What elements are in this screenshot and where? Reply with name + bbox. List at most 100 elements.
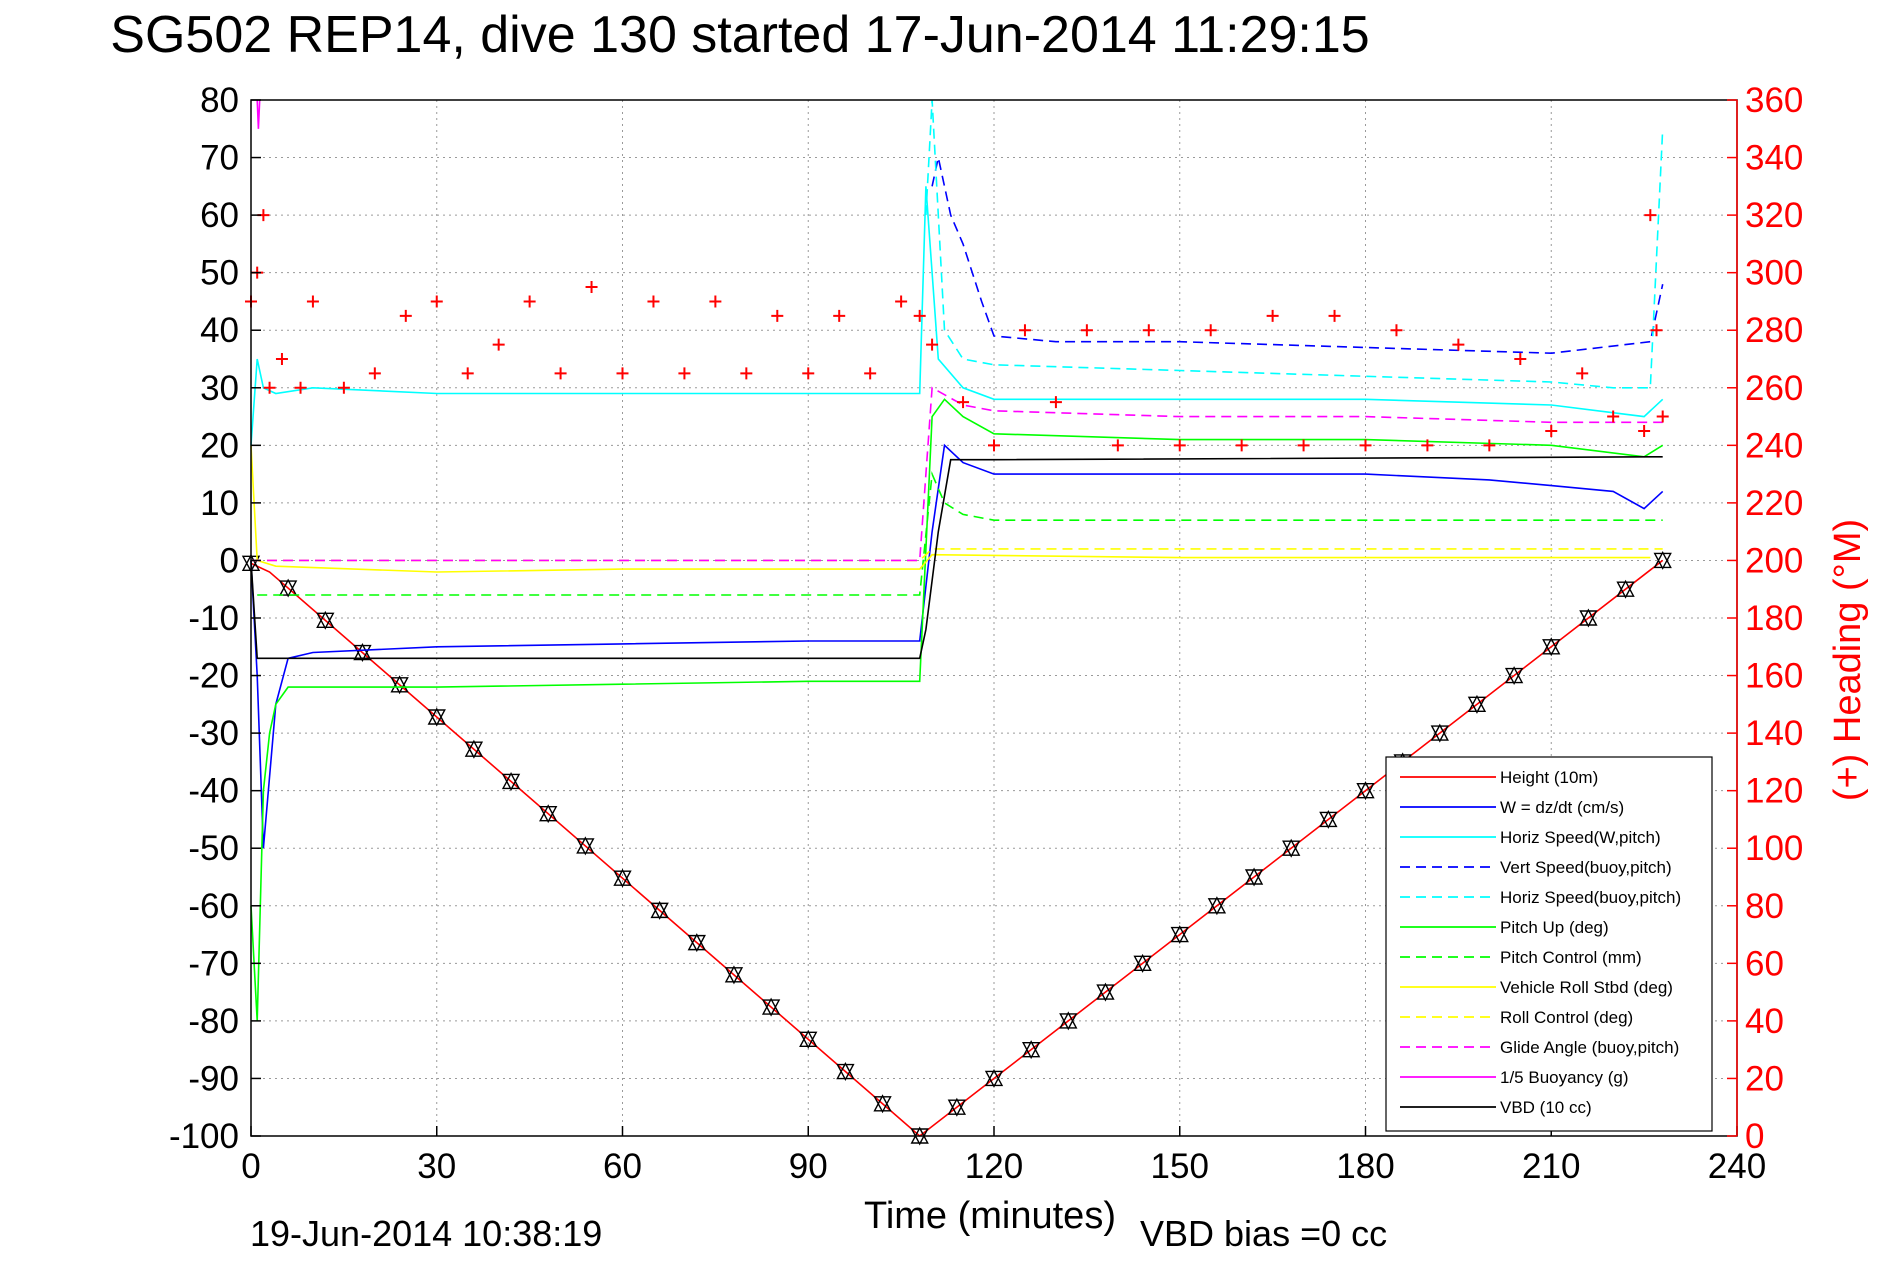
series-11: [250, 455, 1663, 660]
series-line: [251, 386, 1663, 562]
series-7: [250, 445, 1651, 573]
series-line: [257, 470, 1663, 596]
y-tick-label-left: -50: [188, 829, 239, 868]
depth-marker: [1504, 666, 1524, 686]
depth-marker: [1467, 694, 1487, 714]
y-tick-label-left: 60: [200, 196, 239, 235]
y-tick-label-right: 200: [1745, 541, 1803, 580]
heading-marker: [1607, 410, 1620, 423]
series-line: [250, 186, 1664, 446]
heading-marker: [1644, 209, 1657, 222]
heading-marker: [523, 295, 536, 308]
series-line: [931, 157, 1664, 355]
legend-entry: Glide Angle (buoy,pitch): [1500, 1038, 1679, 1057]
depth-marker: [1059, 1011, 1078, 1031]
heading-marker: [616, 367, 629, 380]
y-tick-label-right: 320: [1745, 196, 1803, 235]
depth-marker: [464, 739, 484, 759]
heading-marker: [585, 281, 598, 294]
legend-box: [1385, 756, 1713, 1132]
grid: [251, 100, 1737, 1136]
depth-marker: [984, 1068, 1004, 1088]
depth-marker: [1616, 579, 1635, 599]
depth-marker: [353, 643, 372, 663]
heading-marker: [1359, 439, 1372, 452]
x-tick-label: 150: [1151, 1147, 1209, 1186]
footer-vbd-bias: VBD bias =0 cc: [1140, 1213, 1387, 1254]
footer-timestamp: 19-Jun-2014 10:38:19: [250, 1213, 602, 1254]
heading-marker: [926, 338, 939, 351]
legend-entry: Vert Speed(buoy,pitch): [1500, 858, 1672, 877]
heading-marker: [1421, 439, 1434, 452]
y-tick-label-left: -20: [188, 657, 239, 696]
heading-marker: [1266, 309, 1279, 322]
heading-marker: [802, 367, 815, 380]
heading-marker: [1483, 439, 1496, 452]
depth-marker: [650, 900, 669, 920]
heading-marker: [399, 309, 412, 322]
legend-entry: Height (10m): [1500, 768, 1598, 787]
depth-marker: [1542, 637, 1561, 657]
heading-marker: [554, 367, 567, 380]
heading-marker: [1297, 439, 1310, 452]
heading-marker: [1390, 324, 1403, 337]
depth-marker: [613, 868, 632, 888]
y-tick-label-left: -70: [188, 944, 239, 983]
series-line: [250, 443, 1664, 849]
series-line: [250, 559, 1664, 1138]
depth-marker: [1133, 953, 1152, 973]
series-3: [931, 157, 1664, 355]
series-line: [256, 99, 261, 129]
y-tick-label-left: -60: [188, 887, 239, 926]
x-tick-label: 240: [1708, 1147, 1766, 1186]
depth-marker: [1207, 896, 1227, 916]
legend-entry: Pitch Up (deg): [1500, 918, 1609, 937]
y-tick-label-right: 220: [1745, 484, 1803, 523]
heading-marker: [1235, 439, 1248, 452]
y-tick-label-right: 40: [1745, 1002, 1784, 1041]
x-tick-label: 210: [1522, 1147, 1580, 1186]
heading-marker: [1142, 324, 1155, 337]
y-tick-label-right: 60: [1745, 944, 1784, 983]
heading-marker: [294, 381, 307, 394]
y-tick-label-left: 70: [200, 139, 239, 178]
depth-marker: [873, 1094, 892, 1114]
x-tick-label: 30: [417, 1147, 456, 1186]
y-tick-label-left: -90: [188, 1059, 239, 1098]
depth-marker: [1021, 1040, 1041, 1060]
heading-marker: [647, 295, 660, 308]
depth-marker: [390, 675, 409, 695]
heading-marker: [895, 295, 908, 308]
heading-marker: [1576, 367, 1589, 380]
depth-marker: [576, 836, 595, 856]
series-8: [251, 548, 1663, 562]
chart-title: SG502 REP14, dive 130 started 17-Jun-201…: [110, 6, 1369, 64]
y-tick-label-left: 50: [200, 254, 239, 293]
series-4: [925, 99, 1664, 389]
x-tick-label: 0: [241, 1147, 260, 1186]
y-tick-label-left: 20: [200, 426, 239, 465]
depth-marker: [1430, 723, 1449, 743]
depth-marker: [1170, 925, 1189, 945]
heading-marker: [492, 338, 505, 351]
depth-marker: [1244, 867, 1264, 887]
depth-marker: [1653, 550, 1672, 570]
heading-marker: [1049, 396, 1062, 409]
y-tick-label-right: 20: [1745, 1059, 1784, 1098]
depth-marker: [1579, 608, 1598, 628]
heading-marker: [1018, 324, 1031, 337]
heading-marker: [678, 367, 691, 380]
legend-entry: 1/5 Buoyancy (g): [1500, 1068, 1629, 1087]
heading-marker: [771, 309, 784, 322]
heading-marker: [988, 439, 1000, 452]
heading-marker: [430, 295, 443, 308]
heading-marker: [1638, 424, 1651, 437]
y-tick-label-left: 80: [200, 81, 239, 120]
series-line: [250, 455, 1663, 660]
y-tick-label-right: 80: [1745, 887, 1784, 926]
y-tick-label-left: 30: [200, 369, 239, 408]
x-tick-label: 180: [1336, 1147, 1394, 1186]
legend-entry: Pitch Control (mm): [1500, 948, 1642, 967]
heading-marker: [1514, 353, 1527, 365]
depth-marker: [1096, 982, 1115, 1002]
